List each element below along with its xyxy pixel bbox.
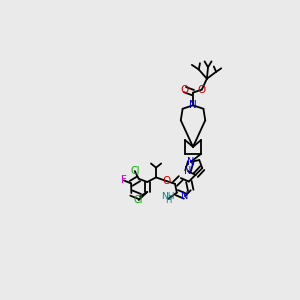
Text: O: O [162,176,171,186]
Text: N: N [184,166,192,176]
Text: F: F [121,176,127,185]
Text: N: N [189,100,197,110]
Text: O: O [198,85,206,94]
Text: H: H [165,196,172,205]
Text: NH: NH [162,192,175,201]
Text: Cl: Cl [130,166,140,176]
Text: N: N [181,191,189,201]
Text: Cl: Cl [134,195,143,205]
Text: O: O [181,85,189,94]
Text: N: N [187,157,194,167]
